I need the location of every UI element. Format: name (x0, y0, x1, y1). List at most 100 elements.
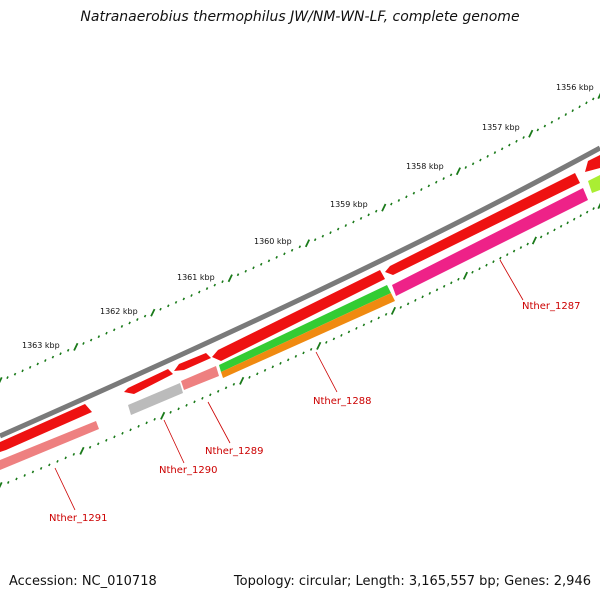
outer-ring-dot (550, 120, 554, 124)
inner-ring-major-tick (160, 411, 166, 420)
outer-ring-dot (66, 348, 70, 352)
inner-ring-dot (377, 316, 380, 320)
inner-ring-dot (105, 438, 108, 442)
outer-ring-dot (82, 342, 85, 345)
outer-ring-dot (313, 238, 317, 242)
outer-ring-dot (182, 297, 186, 301)
inner-ring-major-tick (79, 446, 85, 455)
inner-ring-dot (286, 358, 290, 362)
cds-forward-5 (385, 173, 580, 275)
tick-label-1357: 1357 kbp (482, 123, 520, 132)
outer-ring-major-tick (381, 203, 387, 212)
outer-ring-dot (585, 101, 588, 105)
inner-ring-dot (137, 424, 140, 428)
outer-ring-dot (51, 355, 55, 359)
outer-ring-dot (36, 362, 39, 366)
outer-ring-dot (352, 220, 355, 224)
genome-backbone (0, 145, 600, 439)
inner-ring-dot (232, 382, 236, 386)
gene-bar-nther-1288-green (219, 285, 391, 372)
outer-ring-dot (578, 105, 581, 109)
outer-ring-dot (405, 195, 408, 199)
inner-ring-dot (64, 456, 67, 460)
outer-ring-dot (486, 154, 489, 158)
inner-ring-dot (209, 393, 212, 397)
outer-ring-dot (298, 245, 302, 249)
inner-ring-dot (248, 375, 251, 379)
inner-ring-major-tick (531, 236, 537, 245)
leader-nther-1290 (163, 419, 185, 464)
outer-ring-major-tick (73, 342, 79, 351)
outer-ring-dot (236, 273, 240, 277)
outer-ring-dot (259, 262, 263, 266)
inner-ring-dot (414, 298, 417, 302)
inner-ring-dot (72, 452, 76, 456)
outer-ring-major-tick (455, 167, 461, 176)
inner-ring-dot (224, 386, 228, 390)
gene-label-nther-1290: Nther_1290 (159, 465, 217, 476)
cds-forward-3 (174, 353, 211, 371)
inner-ring-major-tick (462, 271, 469, 280)
outer-ring-dot (508, 143, 511, 147)
outer-ring-dot (500, 147, 504, 151)
outer-ring-dot (359, 216, 363, 220)
cds-forward-2 (124, 369, 173, 394)
inner-ring-dot (485, 263, 488, 267)
inner-ring-dot (421, 295, 424, 299)
inner-ring-dot (121, 431, 124, 435)
outer-ring-dot (275, 255, 278, 259)
outer-ring-major-tick (0, 377, 3, 384)
inner-ring-major-tick (316, 341, 322, 350)
tick-label-1359: 1359 kbp (330, 200, 368, 209)
tick-label-1361: 1361 kbp (177, 273, 215, 282)
outer-ring-dot (267, 259, 271, 263)
inner-ring-dot (7, 481, 10, 484)
inner-ring-dot (309, 347, 313, 351)
inner-ring-dot (39, 466, 43, 470)
inner-ring-dot (113, 435, 116, 439)
inner-ring-major-tick (597, 202, 600, 209)
gene-label-nther-1287: Nther_1287 (522, 301, 580, 312)
inner-ring-dot (129, 428, 132, 432)
tick-label-1358: 1358 kbp (406, 162, 444, 171)
outer-ring-dot (449, 173, 453, 177)
inner-ring-dot (185, 403, 188, 407)
outer-ring-dot (515, 139, 518, 143)
inner-ring-dot (505, 253, 509, 257)
outer-ring-dot (244, 269, 248, 273)
tick-label-1356: 1356 kbp (556, 83, 594, 92)
inner-ring-dot (559, 224, 563, 228)
leader-nther-1289 (207, 401, 231, 444)
outer-ring-dot (412, 191, 416, 195)
outer-ring-dot (522, 136, 525, 139)
outer-ring-dot (591, 97, 595, 101)
outer-ring-major-tick (528, 129, 534, 138)
outer-ring-dot (471, 162, 475, 166)
inner-ring-dot (15, 477, 18, 481)
inner-ring-major-tick (390, 306, 397, 315)
gene-label-nther-1291: Nther_1291 (49, 513, 107, 524)
outer-ring-dot (112, 328, 116, 332)
inner-ring-dot (406, 302, 410, 306)
outer-ring-major-tick (227, 274, 233, 283)
outer-ring-dot (120, 324, 124, 328)
outer-ring-dot (367, 213, 370, 217)
inner-ring-dot (553, 228, 556, 232)
inner-ring-dot (201, 396, 204, 400)
outer-ring-dot (427, 184, 431, 188)
inner-ring-dot (263, 368, 267, 372)
inner-ring-dot (177, 407, 180, 411)
outer-ring-dot (571, 109, 574, 113)
inner-ring-dot (566, 221, 569, 225)
inner-ring-dot (399, 305, 403, 309)
inner-ring-dot (362, 323, 366, 327)
outer-ring-dot (464, 166, 468, 169)
inner-ring-dot (539, 235, 543, 239)
outer-ring-dot (143, 314, 147, 318)
inner-ring-dot (153, 417, 156, 421)
inner-ring-dot (478, 267, 481, 271)
outer-ring-major-tick (150, 308, 156, 317)
major-ticks (0, 92, 600, 489)
inner-ring-dot (193, 400, 196, 404)
